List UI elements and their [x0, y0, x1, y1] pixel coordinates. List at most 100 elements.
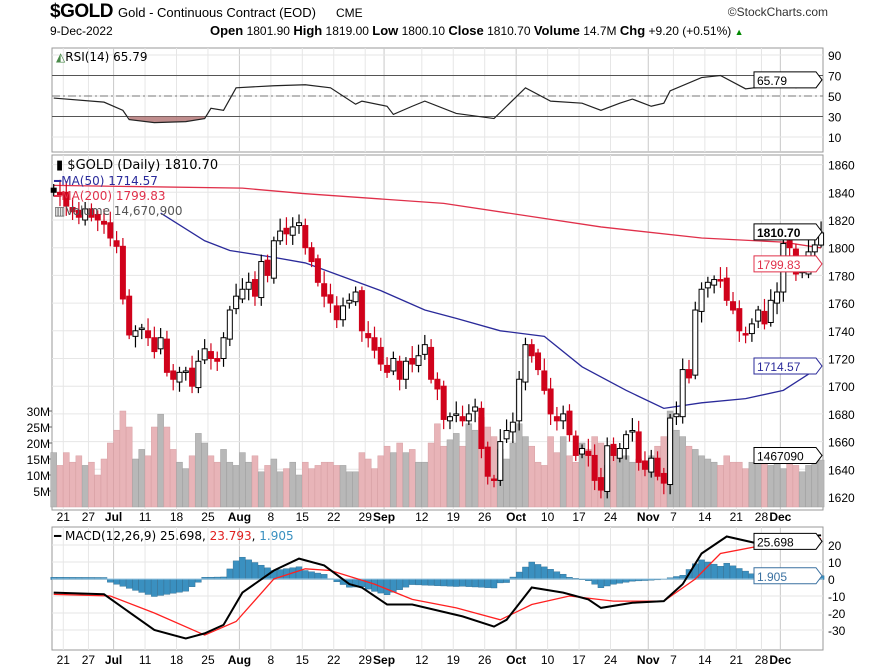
price-tick-label: 1760 — [828, 297, 855, 311]
volume-bar — [258, 471, 265, 508]
low-label: Low — [372, 23, 399, 38]
candle — [610, 443, 617, 456]
macd-histogram-bar — [427, 578, 435, 586]
candle — [748, 323, 755, 335]
x-tick-label: 19 — [447, 653, 461, 667]
candle — [453, 413, 460, 416]
x-tick-label: 12 — [415, 653, 429, 667]
macd-histogram-bar — [723, 563, 730, 580]
macd-histogram-bar — [515, 571, 523, 580]
candle — [220, 337, 227, 360]
volume-bar — [541, 465, 548, 508]
candle — [119, 245, 126, 300]
x-tick-label: Aug — [228, 653, 251, 667]
volume-bar — [283, 468, 290, 508]
candle — [126, 295, 133, 336]
ma200-line — [53, 184, 822, 249]
macd-histogram-bar — [239, 556, 246, 580]
candle — [302, 225, 309, 249]
price-current-tag: 1810.70 — [757, 226, 801, 240]
macd-histogram-bar — [402, 578, 410, 588]
volume-bar — [723, 455, 730, 508]
volume-bar — [717, 465, 724, 508]
volume-icon: ▥ — [54, 204, 66, 218]
macd-histogram-bar — [478, 578, 485, 588]
volume-bar — [69, 461, 76, 508]
volume-bar — [710, 461, 718, 508]
x-tick-label: 8 — [268, 510, 275, 524]
macd-histogram-bar — [421, 578, 429, 586]
volume-bar — [232, 465, 240, 508]
signal-value: 23.793 — [209, 529, 252, 543]
macd-histogram-bar — [302, 570, 309, 580]
macd-tick-label: 20 — [828, 539, 842, 553]
candle — [239, 288, 246, 300]
macd-histogram-bar — [717, 566, 724, 580]
volume-bar — [679, 436, 686, 508]
macd-histogram-bar — [534, 564, 542, 580]
volume-bar — [559, 436, 567, 508]
volume-bar — [50, 452, 57, 508]
x-tick-label: 10 — [541, 653, 555, 667]
price-tick-label: 1740 — [828, 325, 855, 339]
macd-histogram-bar — [163, 578, 171, 595]
x-tick-label: Nov — [637, 653, 660, 667]
exchange: CME — [336, 6, 363, 20]
macd-histogram-bar — [295, 566, 303, 580]
macd-histogram-bar — [616, 578, 623, 584]
volume-bar — [371, 468, 378, 508]
volume-bar — [182, 468, 190, 508]
macd-histogram-bar — [597, 578, 605, 588]
macd-tick-label: -10 — [828, 590, 846, 604]
ma50-current-tag-box — [753, 357, 823, 375]
macd-tick-label: 0 — [828, 573, 835, 587]
macd-histogram-bar — [528, 561, 535, 580]
volume-bar — [358, 452, 366, 508]
price-tick-label: 1660 — [828, 436, 855, 450]
quote-date: 9-Dec-2022 — [50, 24, 113, 38]
ohlc-summary: Open 1801.90 High 1819.00 Low 1800.10 Cl… — [210, 23, 744, 40]
volume-label: Volume — [533, 23, 580, 38]
volume-bar — [220, 449, 227, 508]
volume-bar — [151, 426, 158, 508]
rsi-tick-label: 10 — [828, 131, 842, 145]
price-tick-label: 1700 — [828, 380, 855, 394]
macd-legend: ━ MACD(12,26,9) 25.698, 23.793, 1.905 — [54, 529, 294, 543]
volume-bar — [88, 461, 95, 508]
volume-bar — [616, 455, 624, 508]
macd-histogram-bar — [471, 578, 479, 588]
candle — [761, 310, 768, 325]
x-tick-label: 17 — [572, 653, 586, 667]
volume-bar — [761, 461, 768, 508]
volume-bar — [817, 459, 825, 508]
volume-bar — [302, 461, 309, 508]
macd-histogram-bar — [308, 571, 315, 580]
candle — [396, 360, 403, 380]
candle — [604, 445, 611, 492]
candle — [415, 355, 422, 366]
price-tick-label: 1800 — [828, 242, 855, 256]
x-tick-label: Jul — [105, 653, 122, 667]
price-tick-label: 1620 — [828, 491, 855, 505]
candle — [811, 244, 818, 253]
candle — [472, 406, 479, 412]
candle — [390, 358, 397, 372]
volume-bar — [402, 452, 410, 508]
ma200-legend-text: MA(200) 1799.83 — [61, 189, 166, 203]
x-tick-label: 27 — [82, 653, 96, 667]
candle — [440, 385, 447, 420]
hist-value: 1.905 — [259, 529, 294, 543]
volume-bar — [201, 442, 208, 508]
x-tick-label: 25 — [201, 653, 215, 667]
candle — [654, 457, 661, 477]
volume-bar — [515, 423, 523, 508]
candle — [685, 369, 692, 379]
volume-bar — [195, 433, 202, 508]
candle — [478, 407, 485, 450]
volume-bar — [490, 436, 498, 508]
volume-tick-label: 15M — [27, 453, 50, 467]
volume-bar — [465, 423, 473, 508]
volume-bar — [534, 461, 542, 508]
candle — [786, 240, 793, 249]
